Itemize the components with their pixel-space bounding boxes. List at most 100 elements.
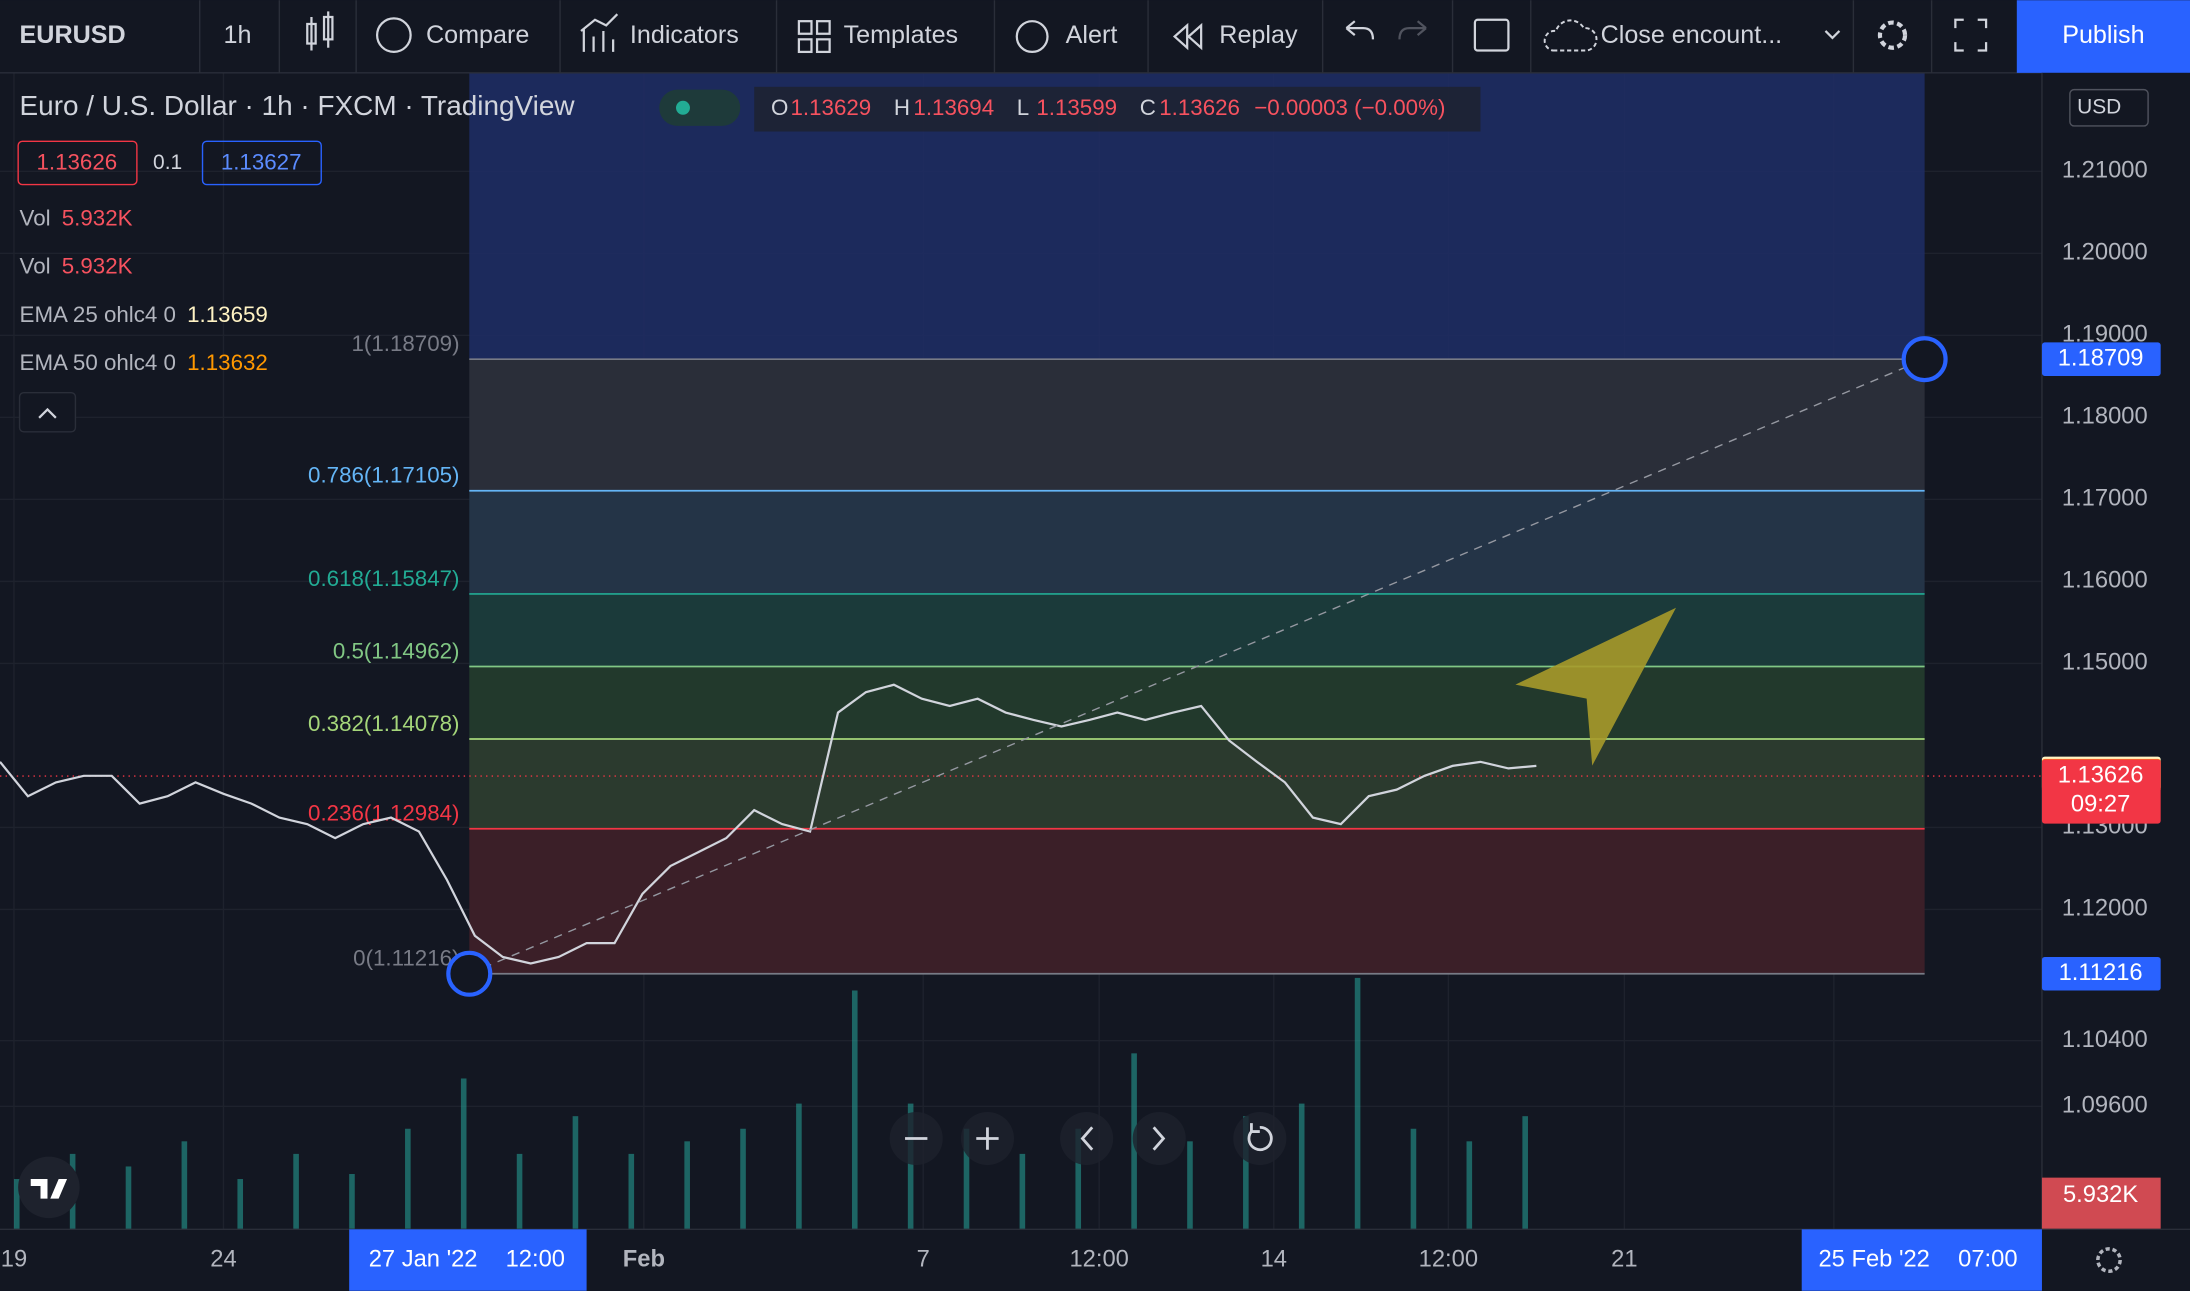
price-badge	[2041, 956, 2161, 991]
countdown: 09:27	[2071, 792, 2130, 818]
arrow-shape	[1515, 607, 1677, 766]
compare-icon[interactable]	[375, 17, 412, 54]
layout-dropdown[interactable]	[1824, 30, 1841, 40]
replay[interactable]: Replay	[1219, 21, 1298, 49]
collapse-icon	[38, 407, 57, 419]
compare[interactable]: Compare	[426, 21, 529, 49]
time-tick-label: 12:00	[1069, 1246, 1128, 1272]
overlay: Euro / U.S. Dollar · 1h · FXCM · Trading…	[0, 72, 2190, 1291]
volume-bar	[125, 1166, 132, 1230]
maximize-icon[interactable]	[1954, 18, 1988, 52]
price-tick-label: 1.10400	[2062, 1027, 2148, 1053]
volume-bar	[349, 1174, 355, 1230]
time-tick-label: 19	[1, 1246, 27, 1272]
volume-bar	[293, 1153, 299, 1230]
publish-button[interactable]	[2016, 0, 2190, 73]
settings-icon[interactable]	[1877, 20, 1908, 50]
templates-icon[interactable]	[797, 20, 831, 54]
alert-icon[interactable]	[1015, 20, 1049, 54]
indicator-value: 5.932K	[62, 254, 133, 279]
indicator-name: Vol	[20, 205, 51, 230]
volume-bar	[405, 1128, 411, 1230]
volume-bar	[1019, 1153, 1026, 1230]
nav-icon	[1247, 1123, 1273, 1152]
collapse-button[interactable]	[18, 392, 77, 433]
replay-icon[interactable]	[1172, 22, 1203, 51]
indicators-icon[interactable]	[580, 13, 619, 52]
tv-logo	[18, 1156, 80, 1219]
fullscreen-box-icon[interactable]	[1473, 18, 1510, 52]
last-price-badge	[2041, 759, 2161, 824]
fib-label: 0.5(1.14962)	[333, 638, 460, 663]
fib-label: 0.786(1.17105)	[308, 463, 459, 488]
ohlc-key: L	[1017, 95, 1029, 120]
start-date: 27 Jan '22	[369, 1246, 478, 1272]
layout-name[interactable]: Close encount...	[1601, 21, 1783, 49]
fib-label: 0.236(1.12984)	[308, 801, 459, 826]
nav-icon	[1152, 1126, 1166, 1151]
handle[interactable]	[446, 950, 493, 997]
currency-select[interactable]	[2069, 88, 2149, 127]
fib-label: 0(1.11216)	[353, 946, 459, 971]
volume-bar	[907, 1103, 914, 1230]
nav-button[interactable]	[1233, 1111, 1287, 1166]
fib-zone	[469, 359, 1925, 491]
price-badge-label: 1.11216	[2059, 960, 2143, 986]
last-price-label: 1.13626	[2058, 762, 2144, 788]
trend-line	[469, 358, 1925, 975]
fib-zone	[469, 490, 1925, 594]
volume-bar	[181, 1141, 188, 1230]
volume-bar	[460, 1078, 467, 1230]
time-tick-label: 14	[1261, 1246, 1287, 1272]
alert[interactable]: Alert	[1066, 21, 1118, 49]
volume-bar	[1298, 1103, 1305, 1230]
volume-bar	[1354, 977, 1361, 1230]
interval[interactable]: 1h	[223, 21, 251, 49]
price-tick-label: 1.16000	[2062, 568, 2148, 594]
nav-button[interactable]	[1132, 1111, 1186, 1166]
volume-badge-label: 5.932K	[2063, 1182, 2138, 1208]
ohlc-value: 1.13599	[1036, 95, 1117, 120]
ask-box[interactable]	[201, 140, 322, 186]
indicator-name: EMA 25 ohlc4 0	[20, 302, 176, 327]
time-tick-label: 24	[210, 1246, 236, 1272]
volume-bar	[796, 1103, 802, 1230]
chart-type-icon[interactable]	[306, 11, 334, 51]
fib-zone	[469, 666, 1925, 740]
indicator-name: Vol	[20, 254, 51, 279]
ohlc-bg	[754, 86, 1481, 132]
volume-bar	[1243, 1116, 1249, 1230]
currency: USD	[2077, 95, 2121, 118]
ohlc-key: H	[894, 95, 910, 120]
volume-bar	[851, 990, 858, 1230]
indicators[interactable]: Indicators	[630, 21, 739, 49]
fib-label: 0.382(1.14078)	[308, 711, 459, 736]
redo-icon[interactable]	[1398, 20, 1427, 40]
status-dot	[675, 100, 690, 115]
handle[interactable]	[1901, 336, 1948, 383]
symbol[interactable]: EURUSD	[20, 21, 126, 49]
volume-bar	[1410, 1128, 1417, 1230]
price-tick-label: 1.12000	[2062, 896, 2148, 922]
toolbar-bg	[0, 0, 2190, 73]
tv-logo-mark	[30, 1179, 68, 1199]
undo-icon[interactable]	[1345, 20, 1375, 40]
publish[interactable]: Publish	[2062, 21, 2144, 49]
indicator-name: EMA 50 ohlc4 0	[20, 350, 176, 375]
cloud-icon[interactable]	[1543, 19, 1598, 52]
bid-box[interactable]	[17, 140, 138, 186]
bid: 1.13626	[36, 150, 117, 175]
fib-zone	[469, 739, 1925, 829]
templates[interactable]: Templates	[844, 21, 959, 49]
nav-icon	[976, 1127, 999, 1150]
price-badge-label: 1.18709	[2058, 345, 2144, 371]
fib-zone	[469, 593, 1925, 667]
ohlc-value: 1.13626	[1159, 95, 1240, 120]
price-line	[0, 683, 1537, 965]
volume-bar	[572, 1116, 579, 1230]
spread: 0.1	[153, 151, 182, 174]
nav-button[interactable]	[1060, 1111, 1114, 1166]
time-badge	[1801, 1229, 2042, 1291]
